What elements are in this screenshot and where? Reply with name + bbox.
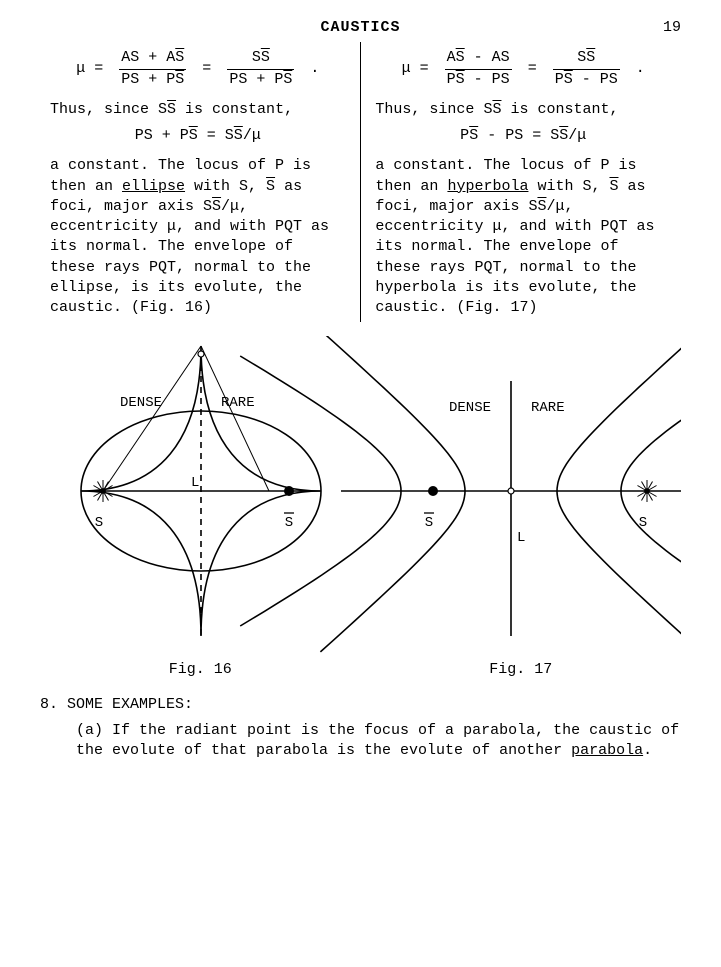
fraction: AS + AS PS + PS: [116, 48, 189, 90]
svg-text:L: L: [517, 530, 525, 546]
equals: =: [524, 60, 541, 77]
page-header: CAUSTICS 19: [40, 18, 681, 38]
equals: =: [198, 60, 215, 77]
mu-equals: μ =: [398, 60, 433, 77]
caption-fig-17: Fig. 17: [361, 660, 682, 680]
column-divider: [360, 42, 362, 322]
period: .: [306, 60, 323, 77]
svg-text:S: S: [424, 515, 432, 531]
svg-text:S: S: [94, 515, 102, 531]
svg-text:L: L: [191, 475, 199, 491]
fraction: AS - AS PS - PS: [442, 48, 515, 90]
mu-equals: μ =: [72, 60, 107, 77]
period: .: [632, 60, 649, 77]
left-paragraph: a constant. The locus of P is then an el…: [50, 156, 346, 318]
fraction: SS PS + PS: [224, 48, 297, 90]
fraction: SS PS - PS: [550, 48, 623, 90]
right-equation-1: μ = AS - AS PS - PS = SS PS - PS .: [375, 48, 671, 90]
left-column: μ = AS + AS PS + PS = SS PS + PS . Thus,…: [40, 42, 356, 322]
right-thus-line: Thus, since SS is constant,: [375, 100, 671, 120]
two-column-region: μ = AS + AS PS + PS = SS PS + PS . Thus,…: [40, 42, 681, 322]
figure-captions: Fig. 16 Fig. 17: [40, 660, 681, 680]
hyperbola-word: hyperbola: [447, 178, 528, 195]
svg-text:DENSE: DENSE: [119, 395, 161, 411]
figures-svg: DENSE RARE L S S DENSE RARE L S S: [41, 336, 681, 656]
caption-fig-16: Fig. 16: [40, 660, 361, 680]
svg-text:S: S: [638, 515, 646, 531]
svg-text:RARE: RARE: [531, 400, 565, 416]
svg-text:S: S: [284, 515, 292, 531]
svg-text:DENSE: DENSE: [449, 400, 491, 416]
right-paragraph: a constant. The locus of P is then an hy…: [375, 156, 671, 318]
left-equation-2: PS + PS = SS/μ: [50, 126, 346, 146]
page-title: CAUSTICS: [320, 18, 400, 38]
right-column: μ = AS - AS PS - PS = SS PS - PS . Thus,…: [365, 42, 681, 322]
right-equation-2: PS - PS = SS/μ: [375, 126, 671, 146]
svg-text:RARE: RARE: [221, 395, 255, 411]
left-equation-1: μ = AS + AS PS + PS = SS PS + PS .: [50, 48, 346, 90]
page-number: 19: [663, 18, 681, 38]
section-8-heading: 8. SOME EXAMPLES:: [40, 695, 681, 715]
ellipse-word: ellipse: [122, 178, 185, 195]
parabola-word: parabola: [571, 742, 643, 759]
page: CAUSTICS 19 μ = AS + AS PS + PS = SS PS …: [0, 0, 721, 967]
left-thus-line: Thus, since SS is constant,: [50, 100, 346, 120]
example-a: (a) If the radiant point is the focus of…: [76, 721, 681, 762]
